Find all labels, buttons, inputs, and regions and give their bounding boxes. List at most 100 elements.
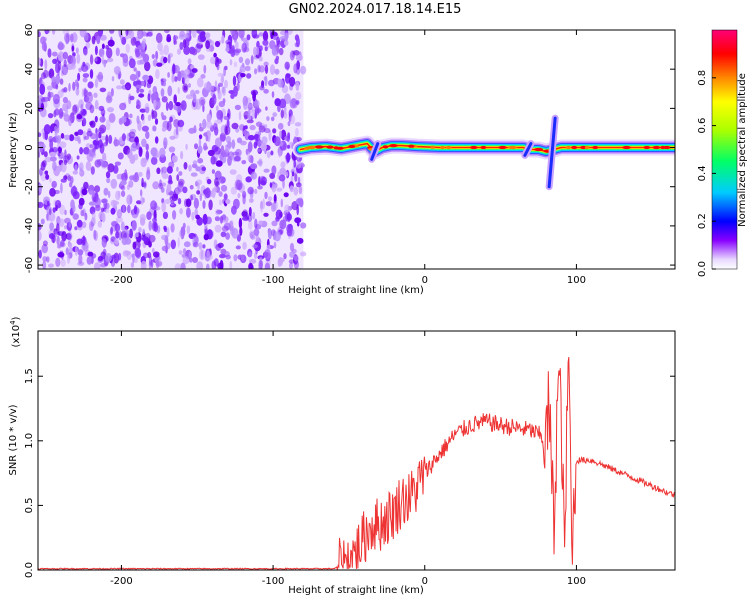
spectrogram-y-tick-label: 20	[24, 102, 35, 115]
noise-speck	[249, 258, 257, 264]
noise-speck	[211, 260, 217, 269]
noise-speck	[248, 262, 253, 269]
noise-speck	[171, 73, 175, 83]
noise-speck	[205, 135, 209, 142]
noise-speck	[272, 112, 278, 117]
noise-speck	[205, 40, 211, 50]
noise-speck	[94, 99, 99, 110]
noise-speck	[102, 152, 107, 161]
noise-speck	[269, 64, 276, 75]
noise-speck	[148, 241, 152, 248]
noise-speck	[179, 208, 183, 215]
noise-speck	[268, 129, 272, 141]
noise-speck	[191, 211, 195, 221]
noise-speck	[244, 58, 251, 66]
noise-speck	[234, 104, 241, 111]
noise-speck	[247, 186, 254, 195]
noise-speck	[167, 54, 171, 64]
noise-speck	[95, 132, 99, 142]
noise-speck	[142, 53, 150, 63]
noise-speck	[99, 136, 107, 141]
noise-speck	[161, 115, 167, 121]
noise-speck	[220, 76, 224, 83]
noise-speck	[195, 235, 199, 244]
noise-speck	[121, 36, 127, 45]
noise-speck	[197, 182, 200, 191]
noise-speck	[279, 130, 283, 139]
noise-speck	[254, 188, 258, 194]
noise-speck	[279, 167, 287, 177]
noise-speck	[81, 64, 89, 72]
noise-speck	[60, 239, 65, 247]
noise-speck	[220, 155, 227, 164]
noise-speck	[176, 166, 179, 172]
noise-speck	[150, 200, 157, 211]
noise-speck	[170, 199, 175, 205]
noise-speck	[264, 249, 271, 260]
noise-speck	[293, 186, 299, 196]
noise-speck	[77, 249, 84, 256]
noise-speck	[60, 258, 66, 267]
noise-speck	[241, 160, 247, 165]
noise-speck	[163, 56, 168, 64]
noise-speck	[188, 164, 192, 172]
noise-speck	[262, 198, 265, 210]
ridge-hotspot	[652, 145, 661, 150]
snr-x-tick-label: -200	[110, 576, 133, 587]
noise-speck	[214, 224, 222, 233]
noise-speck	[134, 247, 142, 258]
noise-speck	[257, 148, 261, 153]
noise-speck	[271, 183, 277, 193]
noise-speck	[264, 46, 268, 52]
noise-speck	[274, 98, 282, 107]
noise-speck	[195, 42, 202, 53]
noise-speck	[108, 190, 111, 199]
noise-speck	[39, 147, 43, 153]
noise-speck	[154, 118, 159, 125]
noise-speck	[98, 105, 105, 111]
noise-speck	[277, 122, 284, 130]
noise-speck	[91, 35, 96, 45]
noise-speck	[163, 44, 169, 56]
noise-speck	[115, 190, 121, 201]
noise-speck	[254, 68, 258, 75]
ridge-hotspot	[622, 145, 631, 150]
noise-speck	[171, 193, 179, 202]
noise-speck	[219, 132, 226, 142]
noise-speck	[118, 72, 121, 80]
noise-speck	[164, 198, 171, 205]
noise-speck	[224, 126, 228, 136]
noise-speck	[68, 219, 72, 228]
noise-speck	[83, 135, 90, 140]
noise-speck	[233, 61, 238, 68]
noise-speck	[186, 225, 191, 235]
noise-speck	[104, 253, 112, 263]
noise-speck	[126, 230, 130, 235]
noise-speck	[260, 180, 267, 186]
noise-speck	[285, 171, 288, 177]
noise-speck	[246, 34, 251, 41]
noise-speck	[124, 35, 130, 40]
noise-speck	[47, 48, 52, 58]
noise-speck	[274, 58, 279, 65]
noise-speck	[63, 59, 67, 68]
noise-speck	[264, 75, 268, 87]
noise-speck	[100, 161, 108, 169]
noise-speck	[86, 256, 93, 265]
noise-speck	[231, 122, 239, 130]
noise-speck	[130, 36, 137, 46]
noise-speck	[182, 222, 186, 229]
noise-speck	[69, 134, 75, 142]
spectrogram-y-label: Frequency (Hz)	[8, 112, 19, 188]
noise-speck	[58, 108, 64, 119]
noise-speck	[264, 64, 269, 74]
noise-speck	[258, 125, 266, 133]
noise-speck	[202, 118, 207, 130]
noise-speck	[293, 160, 297, 168]
noise-speck	[110, 88, 114, 97]
noise-speck	[142, 38, 147, 44]
noise-speck	[203, 233, 209, 241]
noise-speck	[182, 248, 187, 255]
noise-speck	[206, 178, 212, 185]
noise-speck	[38, 183, 43, 193]
